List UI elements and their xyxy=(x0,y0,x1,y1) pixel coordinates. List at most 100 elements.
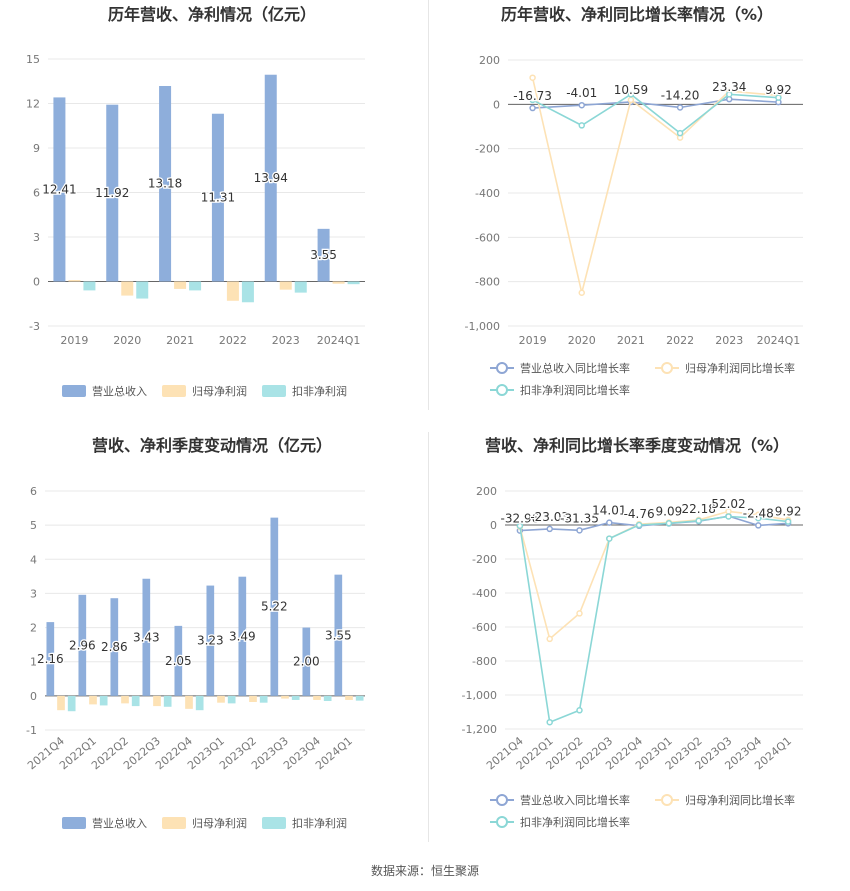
bar-non-gaap xyxy=(291,695,300,700)
legend-marker xyxy=(496,362,508,374)
bar-revenue xyxy=(46,622,55,696)
annual-revenue-profit-chart: 历年营收、净利情况（亿元） 15 12 9 6 3 0 -3 2019 2020 2021 2022 2… xyxy=(26,5,365,398)
y-tick-label: -400 xyxy=(472,587,497,600)
y-tick-label: 0 xyxy=(493,98,500,111)
legend-marker xyxy=(496,384,508,396)
line-point xyxy=(775,94,782,101)
annual-growth-rate-chart: 历年营收、净利同比增长率情况（%） 200 0 -200 -400 -600 -800 -1,… xyxy=(465,5,803,397)
y-tick-label: -800 xyxy=(472,655,497,668)
y-tick-label: -600 xyxy=(475,231,500,244)
line-point xyxy=(606,519,613,526)
data-label: 9.92 xyxy=(765,83,792,97)
legend-swatch xyxy=(62,385,86,397)
legend-label: 扣非净利润 xyxy=(292,384,347,398)
line-point xyxy=(755,514,762,522)
line-point xyxy=(529,96,536,104)
legend-label: 营业总收入同比增长率 xyxy=(520,361,630,375)
legend-marker xyxy=(661,794,673,806)
y-tick-label: 0 xyxy=(33,276,40,289)
data-label: 5.22 xyxy=(261,600,288,614)
vertical-divider-bottom xyxy=(428,432,429,842)
y-tick-label: 12 xyxy=(26,98,40,111)
bar-non-gaap xyxy=(195,695,204,711)
bar-net-profit xyxy=(121,281,134,296)
line-point xyxy=(516,522,524,530)
bar-net-profit xyxy=(249,695,257,703)
bar-revenue xyxy=(302,627,311,696)
y-tick-label: -200 xyxy=(472,553,497,566)
y-tick-label: 9 xyxy=(33,142,40,155)
bar-non-gaap xyxy=(163,695,172,707)
bar-revenue xyxy=(206,585,215,696)
line-point xyxy=(726,91,733,98)
data-label: 3.23 xyxy=(197,634,224,648)
bar-net-profit xyxy=(89,695,97,705)
data-label: 10.59 xyxy=(614,83,648,97)
data-label: 3.43 xyxy=(133,630,160,644)
bar-revenue xyxy=(270,517,279,696)
bar-revenue xyxy=(238,576,247,696)
chart-title: 历年营收、净利同比增长率情况（%） xyxy=(501,5,773,24)
bar-revenue xyxy=(174,625,183,696)
data-label: 2.00 xyxy=(293,655,320,669)
legend-marker xyxy=(661,362,673,374)
line-point xyxy=(784,518,792,525)
bar-revenue xyxy=(211,113,224,282)
legend-label: 扣非净利润同比增长率 xyxy=(520,815,630,829)
legend-label: 归母净利润 xyxy=(192,384,247,398)
bar-revenue xyxy=(142,578,151,696)
bar-net-profit xyxy=(185,695,193,709)
y-tick-label: -600 xyxy=(472,621,497,634)
x-tick-label: 2024Q1 xyxy=(313,734,355,772)
y-tick-label: 3 xyxy=(30,587,37,600)
x-tick-label: 2024Q1 xyxy=(317,334,361,347)
data-label: 23.34 xyxy=(712,80,746,94)
line-point xyxy=(635,521,643,529)
y-tick-label: 200 xyxy=(479,54,500,67)
line-point xyxy=(546,525,553,533)
y-tick-label: 2 xyxy=(30,622,37,635)
data-label: -14.20 xyxy=(661,88,700,102)
line-point xyxy=(576,610,583,617)
x-tick-label: 2024Q1 xyxy=(757,334,801,347)
line-point xyxy=(546,635,553,643)
bar-non-gaap xyxy=(294,281,307,293)
bar-net-profit xyxy=(57,695,65,711)
legend-label: 归母净利润同比增长率 xyxy=(685,361,795,375)
bar-revenue xyxy=(159,85,172,282)
bar-revenue xyxy=(317,228,330,282)
line-point xyxy=(529,104,536,112)
data-label: 2.86 xyxy=(101,640,128,654)
bar-net-profit xyxy=(121,695,129,704)
y-tick-label: 0 xyxy=(490,519,497,532)
bar-non-gaap xyxy=(323,695,332,701)
series-line-net-profit xyxy=(531,77,779,293)
x-tick-label: 2023 xyxy=(272,334,300,347)
line-point xyxy=(578,122,585,129)
bar-non-gaap xyxy=(347,281,360,285)
data-label: 12.41 xyxy=(42,182,76,196)
x-tick-label: 2021 xyxy=(166,334,194,347)
legend-marker xyxy=(496,794,508,806)
bar-non-gaap xyxy=(355,695,364,701)
x-tick-label: 2022 xyxy=(219,334,247,347)
line-point xyxy=(676,104,684,111)
y-tick-label: 15 xyxy=(26,53,40,66)
data-label: -23.03 xyxy=(530,510,569,524)
data-label: 14.01 xyxy=(592,504,626,518)
x-tick-label: 2019 xyxy=(519,334,547,347)
data-label: 2.96 xyxy=(69,638,96,652)
legend-swatch xyxy=(162,817,186,829)
y-tick-label: -3 xyxy=(29,320,40,333)
y-tick-label: 6 xyxy=(33,187,40,200)
bar-revenue xyxy=(106,104,119,282)
bar-revenue xyxy=(334,574,343,696)
vertical-divider-top xyxy=(428,0,429,410)
data-label: 11.92 xyxy=(95,186,129,200)
legend-label: 扣非净利润同比增长率 xyxy=(520,383,630,397)
legend-swatch xyxy=(62,817,86,829)
y-tick-label: 3 xyxy=(33,231,40,244)
legend-label: 营业总收入 xyxy=(92,384,147,398)
data-label: 9.09 xyxy=(656,504,683,518)
bar-net-profit xyxy=(153,695,161,707)
